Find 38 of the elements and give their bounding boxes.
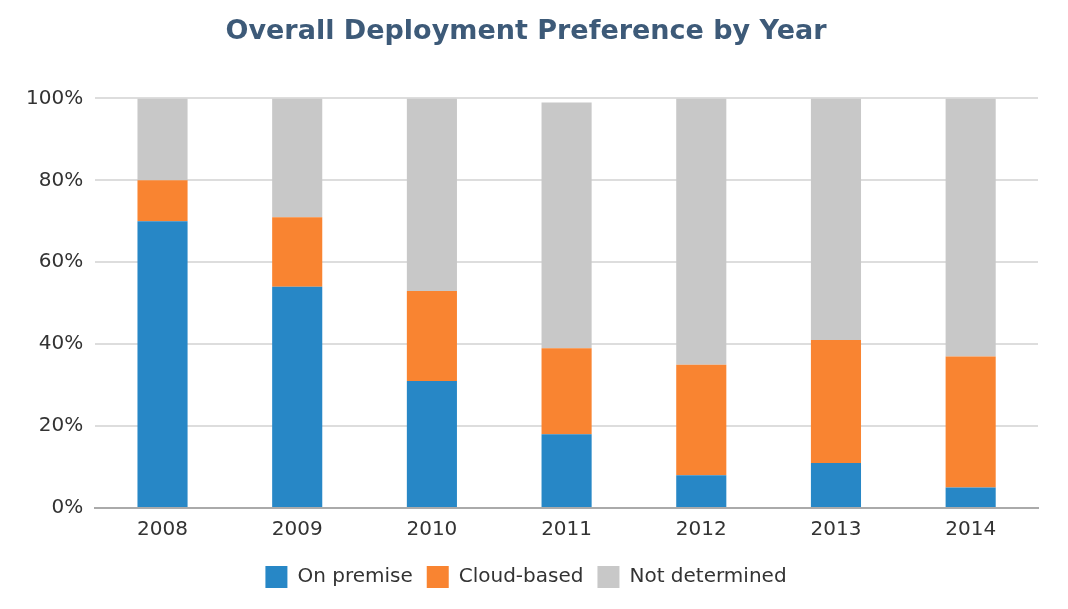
y-tick-label: 0% <box>51 494 84 519</box>
legend-label: Cloud-based <box>458 563 584 588</box>
bar <box>945 98 996 357</box>
y-tick-label: 20% <box>38 412 84 437</box>
bar <box>676 98 727 365</box>
bar <box>272 98 323 218</box>
chart-title: Overall Deployment Preference by Year <box>225 14 828 46</box>
bar <box>541 434 592 507</box>
bar <box>676 475 727 507</box>
bar <box>272 286 323 507</box>
bar <box>541 102 592 349</box>
bar <box>810 340 862 463</box>
bar <box>406 290 457 382</box>
x-tick-label: 2010 <box>406 516 458 541</box>
x-tick-label: 2011 <box>541 516 593 541</box>
y-tick-label: 100% <box>25 84 84 109</box>
bar <box>137 221 188 507</box>
x-tick-label: 2012 <box>675 516 727 541</box>
y-tick-label: 40% <box>38 330 84 355</box>
bar <box>137 180 188 222</box>
x-tick-label: 2013 <box>810 516 862 541</box>
x-tick-label: 2014 <box>945 516 997 541</box>
bar <box>810 98 862 341</box>
y-tick-label: 60% <box>38 248 84 273</box>
bar <box>810 462 862 507</box>
bar <box>272 217 323 287</box>
bar <box>676 364 727 476</box>
bar <box>945 356 996 488</box>
x-tick-label: 2009 <box>271 516 323 541</box>
bar <box>406 381 457 507</box>
y-tick-label: 80% <box>38 166 84 191</box>
bar <box>945 487 996 507</box>
x-tick-label: 2008 <box>137 516 188 541</box>
bar <box>541 348 592 435</box>
bar <box>137 98 188 181</box>
bar <box>406 98 457 291</box>
legend-label: On premise <box>297 563 413 588</box>
legend-label: Not determined <box>629 563 787 588</box>
